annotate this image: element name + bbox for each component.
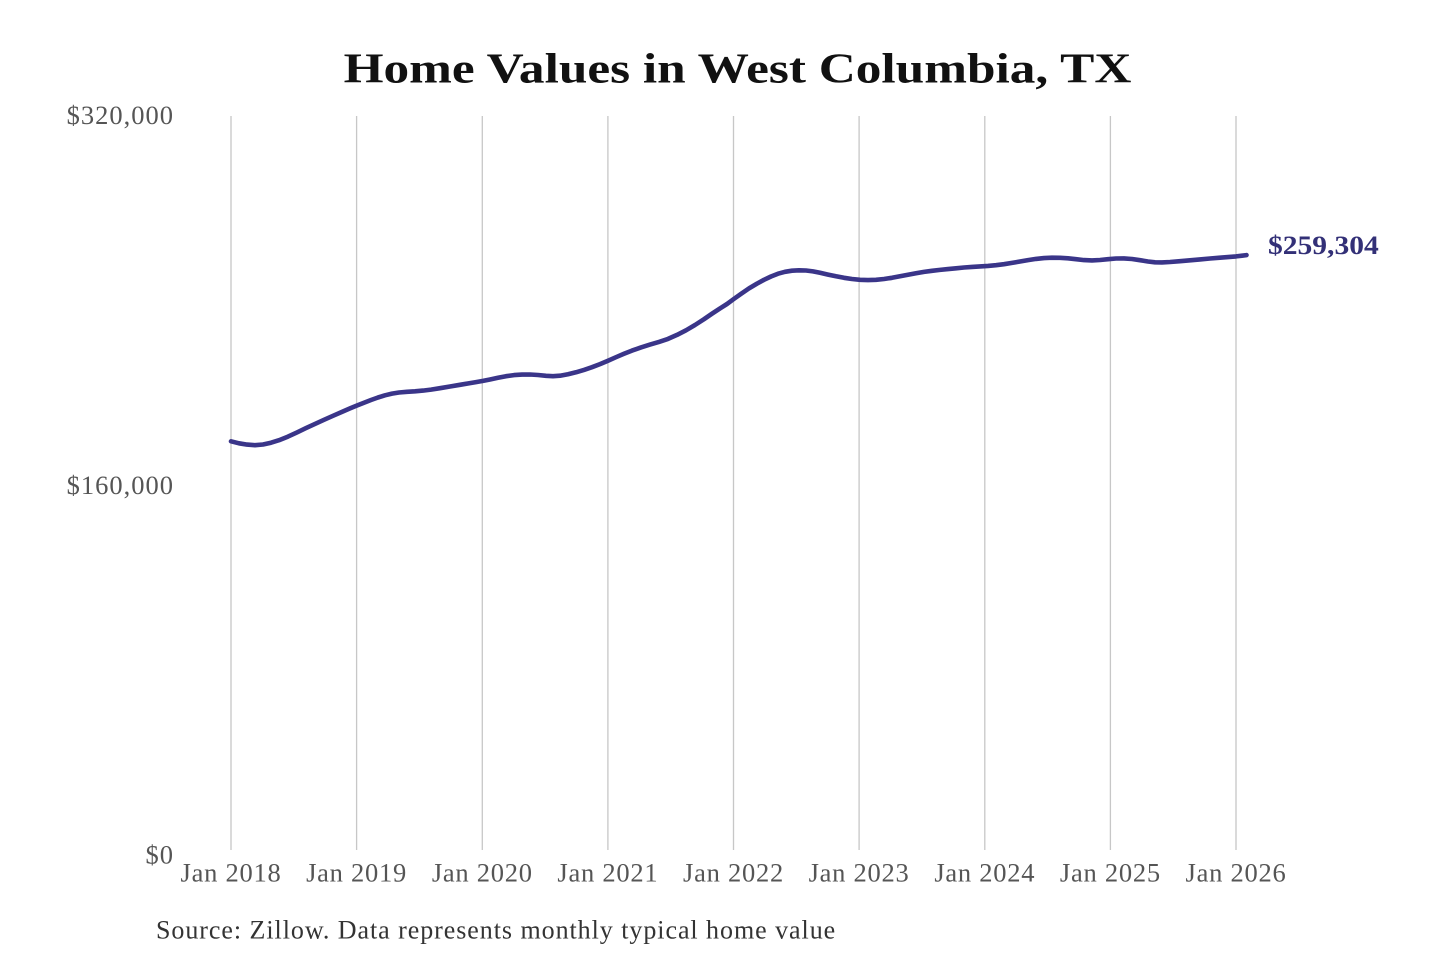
svg-text:Jan 2020: Jan 2020 [432,858,533,888]
svg-text:Jan 2023: Jan 2023 [809,858,910,888]
svg-text:$160,000: $160,000 [67,470,174,500]
svg-text:Jan 2025: Jan 2025 [1060,858,1161,888]
svg-text:Jan 2026: Jan 2026 [1186,858,1287,888]
svg-text:Source: Zillow. Data represent: Source: Zillow. Data represents monthly … [156,916,836,945]
svg-text:Jan 2024: Jan 2024 [934,858,1035,888]
svg-text:$259,304: $259,304 [1268,231,1379,260]
svg-text:Jan 2018: Jan 2018 [181,858,282,888]
svg-text:Jan 2019: Jan 2019 [306,858,407,888]
svg-text:Jan 2022: Jan 2022 [683,858,784,888]
svg-text:$320,000: $320,000 [67,100,174,130]
svg-text:Jan 2021: Jan 2021 [557,858,658,888]
svg-text:$0: $0 [146,840,175,870]
svg-text:Home Values in West Columbia,: Home Values in West Columbia, TX [344,46,1132,93]
